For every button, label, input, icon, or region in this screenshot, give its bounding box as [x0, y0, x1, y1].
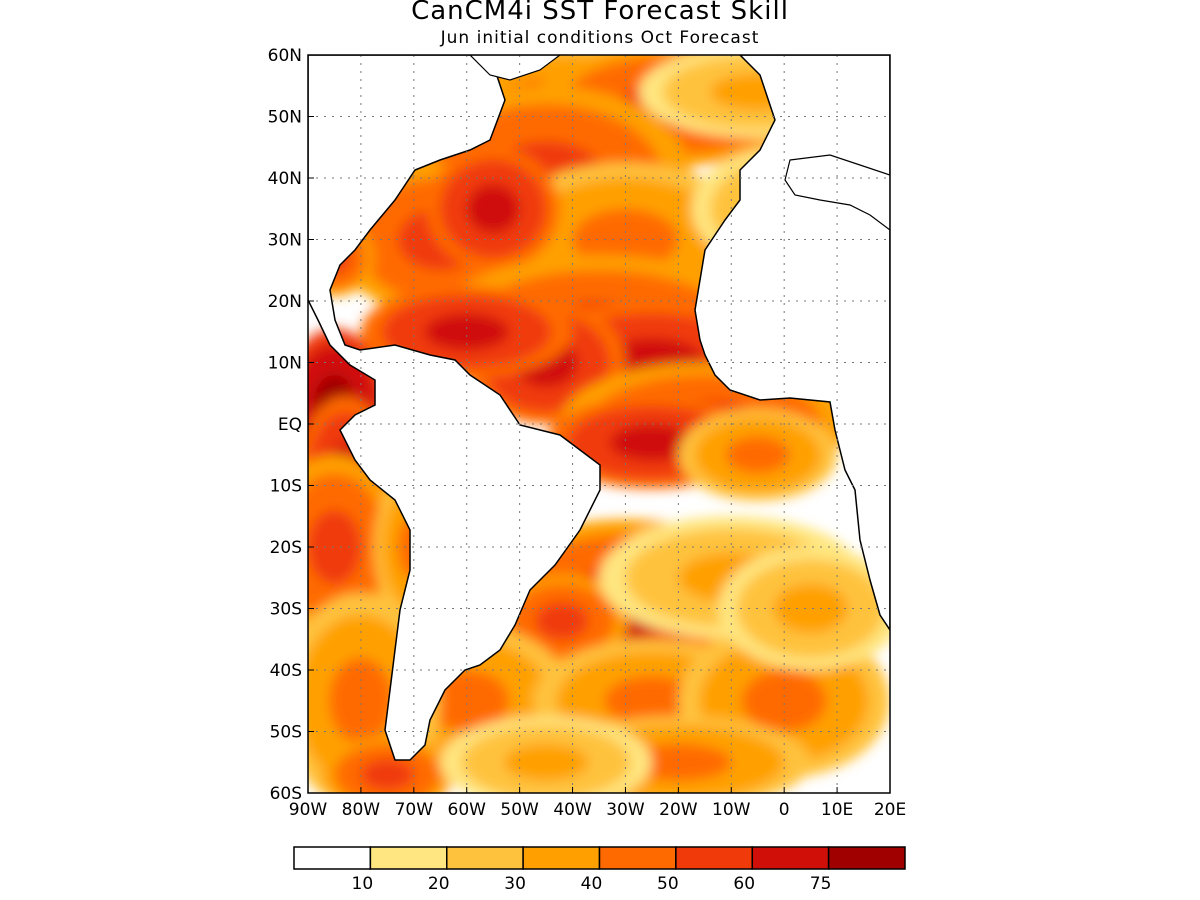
latitude-labels: 60N 50N 40N 30N 20N 10N EQ 10S 20S 30S 40S 50S 60S — [268, 46, 314, 804]
lon-tick-label: 20E — [874, 800, 906, 820]
colorbar-swatch — [446, 846, 524, 870]
lat-lon-grid — [308, 55, 890, 793]
longitude-labels: 90W 80W 70W 60W 50W 40W 30W 20W 10W 0 10E 20E — [289, 787, 906, 820]
lat-tick-label: 60S — [270, 784, 302, 804]
land-north-america — [308, 55, 601, 761]
lat-tick-label: 10N — [268, 354, 302, 374]
colorbar-label: 20 — [428, 874, 450, 894]
colorbar-label: 40 — [581, 874, 603, 894]
lon-tick-label: 90W — [289, 800, 328, 820]
colorbar-label: 50 — [657, 874, 679, 894]
lon-tick-label: 40W — [553, 800, 592, 820]
colorbar-label: 60 — [733, 874, 755, 894]
colorbar-swatch — [522, 846, 601, 870]
colorbar-swatch — [598, 846, 677, 870]
colorbar-swatch — [827, 846, 906, 870]
lat-tick-label: 20N — [268, 292, 302, 312]
lat-tick-label: 20S — [270, 538, 302, 558]
lat-tick-label: 50S — [270, 723, 302, 743]
lon-tick-label: 60W — [448, 800, 487, 820]
lon-tick-label: 10W — [712, 800, 751, 820]
lon-tick-label: 70W — [395, 800, 434, 820]
lon-tick-label: 30W — [606, 800, 645, 820]
colorbar-swatch — [751, 846, 830, 870]
colorbar: 10 20 30 40 50 60 75 — [293, 846, 906, 894]
lon-tick-label: 50W — [500, 800, 539, 820]
lat-tick-label: 40N — [268, 169, 302, 189]
chart-subtitle: Jun initial conditions Oct Forecast — [440, 28, 760, 48]
land-greenland — [469, 55, 561, 81]
lat-tick-label: 50N — [268, 108, 302, 128]
colorbar-label: 10 — [352, 874, 374, 894]
lat-tick-label: 10S — [270, 477, 302, 497]
colorbar-label: 75 — [810, 874, 832, 894]
chart-title: CanCM4i SST Forecast Skill — [411, 0, 789, 26]
lat-tick-label: 30S — [270, 600, 302, 620]
colorbar-swatch — [675, 846, 753, 870]
lat-tick-label: 60N — [268, 46, 302, 66]
lon-tick-label: 20W — [659, 800, 698, 820]
lat-tick-label: 30N — [268, 231, 302, 251]
lon-tick-label: 10E — [821, 800, 853, 820]
colorbar-label: 30 — [504, 874, 526, 894]
lat-tick-label: 40S — [270, 661, 302, 681]
land-masks — [308, 55, 890, 761]
lat-tick-label: EQ — [278, 415, 302, 435]
lon-tick-label: 80W — [342, 800, 381, 820]
lon-tick-label: 0 — [779, 800, 790, 820]
colorbar-swatch — [369, 846, 448, 870]
colorbar-swatch — [293, 846, 372, 870]
